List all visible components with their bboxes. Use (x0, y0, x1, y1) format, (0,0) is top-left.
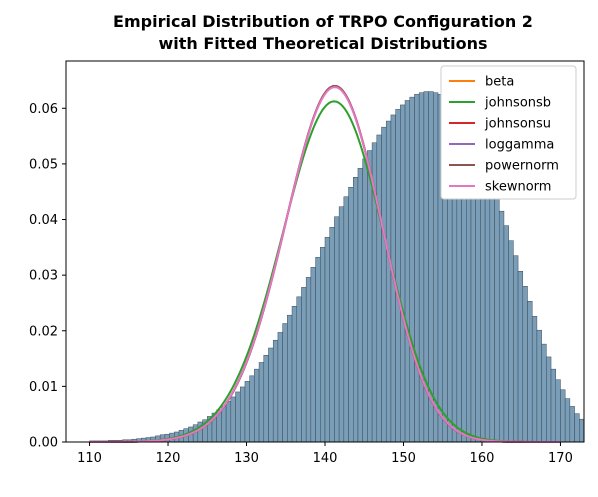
histogram-bar (564, 398, 571, 443)
x-tick-label: 120 (156, 451, 181, 466)
histogram-bar (225, 401, 232, 443)
x-tick-label: 160 (470, 451, 495, 466)
x-tick-label: 130 (234, 451, 259, 466)
histogram-bar (498, 210, 505, 443)
y-tick-label: 0.03 (29, 269, 58, 284)
y-tick-label: 0.04 (29, 213, 58, 228)
histogram-bar (324, 237, 330, 443)
x-tick-label: 140 (313, 451, 338, 466)
histogram-bar (404, 100, 411, 443)
histogram-bar (546, 356, 552, 443)
chart-title-line-1: Empirical Distribution of TRPO Configura… (113, 12, 533, 31)
legend-label-johnsonsu: johnsonsu (484, 117, 551, 132)
histogram-bar (536, 329, 542, 443)
legend: beta johnsonsb johnsonsu loggamma powernorm s… (440, 65, 577, 200)
histogram-bar (376, 134, 382, 443)
histogram-bar (258, 362, 265, 443)
histogram-bar (414, 94, 420, 443)
histogram-bar (517, 271, 524, 443)
x-tick-label: 150 (391, 451, 416, 466)
histogram-bar (221, 405, 227, 443)
histogram-bar (296, 296, 302, 443)
y-tick-label: 0.01 (29, 380, 58, 395)
x-axis-ticks: 110 120 130 140 150 160 170 (77, 442, 573, 466)
y-tick-label: 0.06 (29, 102, 58, 117)
histogram-bar (513, 255, 519, 443)
curve-skewnorm (89, 86, 561, 443)
histogram-bar (480, 158, 486, 443)
histogram-bar (263, 354, 269, 443)
y-tick-label: 0.02 (29, 324, 58, 339)
histogram-bar (334, 216, 340, 443)
histogram-bar (484, 170, 491, 443)
histogram-bar (272, 339, 279, 443)
legend-label-skewnorm: skewnorm (485, 180, 551, 195)
legend-label-loggamma: loggamma (485, 138, 554, 153)
legend-label-powernorm: powernorm (485, 159, 559, 174)
histogram-bar (338, 206, 345, 443)
y-tick-label: 0.05 (29, 157, 58, 172)
histogram-bar (367, 150, 373, 443)
histogram-bar (385, 120, 392, 443)
histogram-bar (230, 396, 236, 443)
histogram-bar (348, 187, 354, 443)
histogram-bar (418, 92, 425, 443)
histogram-bar (305, 277, 312, 443)
histogram-bar (503, 225, 509, 443)
histogram-bar (400, 104, 406, 443)
histogram-bar (291, 306, 298, 443)
histogram-bar (395, 109, 401, 443)
histogram-bar (362, 158, 368, 443)
legend-label-johnsonsb: johnsonsb (484, 96, 551, 111)
fitted-curves (89, 84, 561, 443)
histogram-bar (522, 286, 528, 443)
histogram-bar (329, 227, 335, 443)
histogram-bar (560, 389, 566, 443)
histogram-bar (494, 196, 500, 443)
histogram-bar (277, 332, 283, 443)
histogram-bar (409, 96, 415, 443)
histogram-bar (357, 168, 363, 443)
histogram-bar (320, 247, 326, 443)
histogram-bar (527, 301, 533, 443)
chart-title-line-2: with Fitted Theoretical Distributions (158, 34, 487, 53)
histogram-bar (235, 391, 241, 443)
histogram-bar (310, 267, 316, 443)
histogram-bar (381, 126, 387, 443)
histogram-bar (239, 386, 246, 443)
histogram-bar (433, 92, 439, 443)
histogram-bar (569, 406, 575, 443)
histogram-bar (268, 347, 274, 443)
y-axis-ticks: 0.00 0.01 0.02 0.03 0.04 0.05 0.06 (29, 102, 66, 451)
histogram-bar (343, 196, 349, 443)
x-tick-label: 170 (548, 451, 573, 466)
histogram-bar (508, 240, 514, 443)
histogram-bar (489, 183, 495, 443)
legend-label-beta: beta (485, 75, 514, 90)
histogram-bar (531, 316, 538, 443)
histogram-bar (301, 287, 307, 443)
histogram-bar (244, 381, 250, 443)
histogram-bar (249, 375, 255, 443)
histogram-bar (254, 368, 260, 443)
histogram-bar (315, 257, 321, 443)
histogram-bar (541, 343, 547, 443)
histogram-bar (287, 314, 293, 443)
histogram-bar (550, 368, 556, 443)
histogram-bar (555, 379, 561, 443)
histogram-bar (579, 418, 585, 443)
histogram-bar (574, 413, 580, 443)
y-tick-label: 0.00 (29, 436, 58, 451)
histogram-bar (282, 323, 288, 443)
histogram-bar (353, 177, 359, 443)
x-tick-label: 110 (77, 451, 102, 466)
